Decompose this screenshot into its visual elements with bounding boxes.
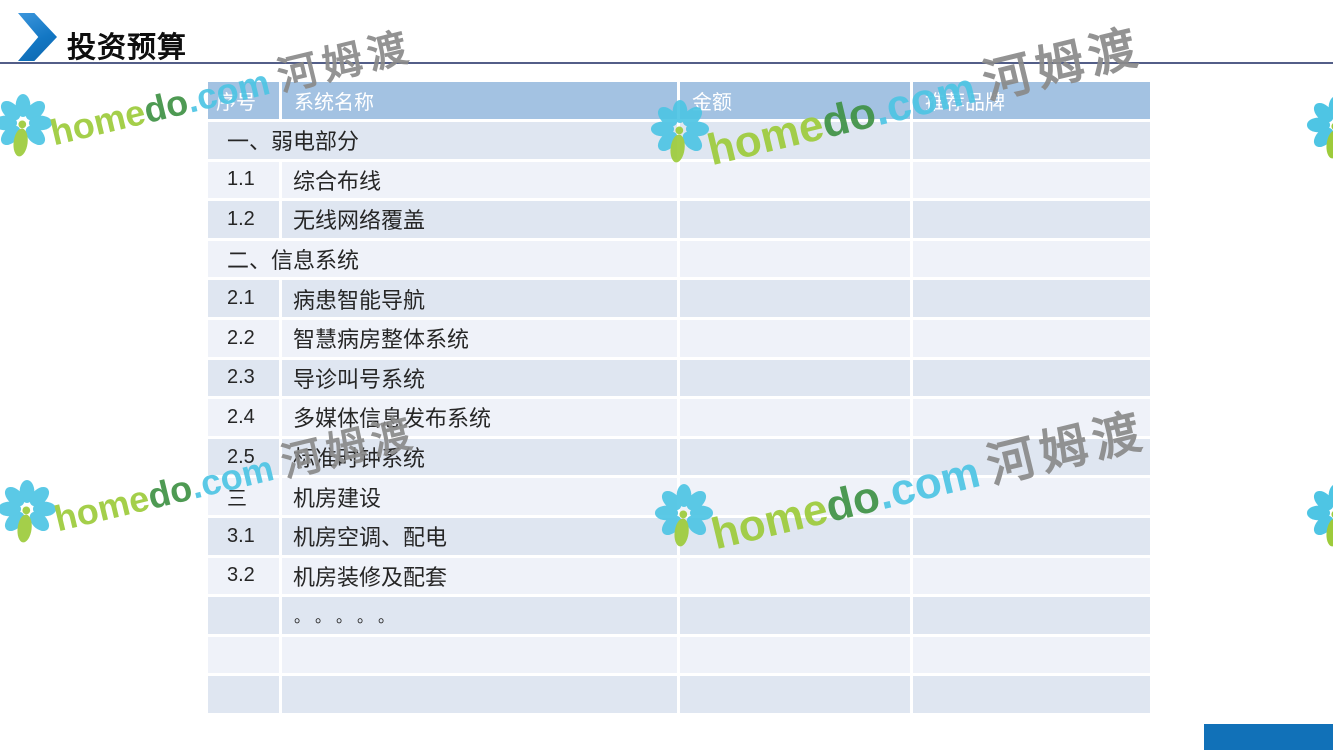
brand-cell — [913, 438, 1150, 476]
header-cell: 序号 — [208, 82, 279, 119]
row-number-cell: 2.4 — [208, 399, 279, 436]
watermark-do-text: do — [139, 80, 192, 131]
brand-cell — [913, 319, 1150, 357]
amount-cell — [680, 240, 910, 278]
amount-cell — [680, 122, 910, 159]
system-name-cell: 机房空调、配电 — [282, 517, 677, 555]
budget-table: 序号 系统名称 金额 推荐品牌一、弱电部分 1.1 综合布线 1.2 无线网络覆盖 二、信息系统… — [208, 82, 1150, 713]
brand-cell — [913, 399, 1150, 436]
watermark-home-text: home — [46, 91, 150, 154]
section-row-label: 二、信息系统 — [208, 240, 677, 278]
amount-cell — [680, 676, 910, 713]
system-name-cell: 多媒体信息发布系统 — [282, 399, 677, 436]
amount-cell — [680, 399, 910, 436]
system-name-cell: 综合布线 — [282, 161, 677, 199]
amount-cell — [680, 161, 910, 199]
amount-cell — [680, 280, 910, 317]
amount-cell — [680, 557, 910, 595]
brand-cell — [913, 161, 1150, 199]
row-number-cell: 2.3 — [208, 359, 279, 397]
amount-cell — [680, 319, 910, 357]
watermark-do-text: do — [143, 466, 196, 517]
row-number-cell — [208, 597, 279, 634]
system-name-cell: 。。。。。 — [282, 597, 677, 634]
section-row-label: 一、弱电部分 — [208, 122, 677, 159]
system-name-cell: 标准时钟系统 — [282, 438, 677, 476]
system-name-cell: 机房装修及配套 — [282, 557, 677, 595]
row-number-cell: 3.2 — [208, 557, 279, 595]
row-number-cell: 2.2 — [208, 319, 279, 357]
amount-cell — [680, 438, 910, 476]
row-number-cell — [208, 636, 279, 674]
amount-cell — [680, 478, 910, 515]
brand-cell — [913, 557, 1150, 595]
system-name-cell — [282, 676, 677, 713]
system-name-cell: 无线网络覆盖 — [282, 201, 677, 238]
homedo-flower-logo-icon — [0, 479, 57, 543]
row-number-cell: 3.1 — [208, 517, 279, 555]
homedo-flower-logo-icon — [0, 93, 53, 157]
header-cell: 推荐品牌 — [913, 82, 1150, 119]
system-name-cell: 病患智能导航 — [282, 280, 677, 317]
row-number-cell: 1.1 — [208, 161, 279, 199]
brand-cell — [913, 636, 1150, 674]
row-number-cell: 1.2 — [208, 201, 279, 238]
homedo-flower-logo-icon — [1306, 484, 1333, 547]
brand-cell — [913, 676, 1150, 713]
page-title: 投资预算 — [67, 32, 188, 64]
system-name-cell: 机房建设 — [282, 478, 677, 515]
amount-cell — [680, 359, 910, 397]
brand-cell — [913, 597, 1150, 634]
homedo-flower-logo-icon — [1306, 96, 1333, 159]
amount-cell — [680, 597, 910, 634]
brand-cell — [913, 240, 1150, 278]
system-name-cell: 导诊叫号系统 — [282, 359, 677, 397]
brand-cell — [913, 280, 1150, 317]
brand-cell — [913, 517, 1150, 555]
title-underline — [0, 62, 1333, 64]
watermark-home-text: home — [50, 477, 154, 540]
brand-cell — [913, 122, 1150, 159]
row-number-cell: 三 — [208, 478, 279, 515]
system-name-cell — [282, 636, 677, 674]
header-cell: 系统名称 — [282, 82, 677, 119]
bottom-right-accent-bar — [1204, 724, 1333, 750]
amount-cell — [680, 201, 910, 238]
row-number-cell: 2.1 — [208, 280, 279, 317]
amount-cell — [680, 636, 910, 674]
brand-cell — [913, 359, 1150, 397]
system-name-cell: 智慧病房整体系统 — [282, 319, 677, 357]
chevron-right-icon — [18, 13, 57, 61]
amount-cell — [680, 517, 910, 555]
header-cell: 金额 — [680, 82, 910, 119]
row-number-cell — [208, 676, 279, 713]
brand-cell — [913, 478, 1150, 515]
row-number-cell: 2.5 — [208, 438, 279, 476]
brand-cell — [913, 201, 1150, 238]
